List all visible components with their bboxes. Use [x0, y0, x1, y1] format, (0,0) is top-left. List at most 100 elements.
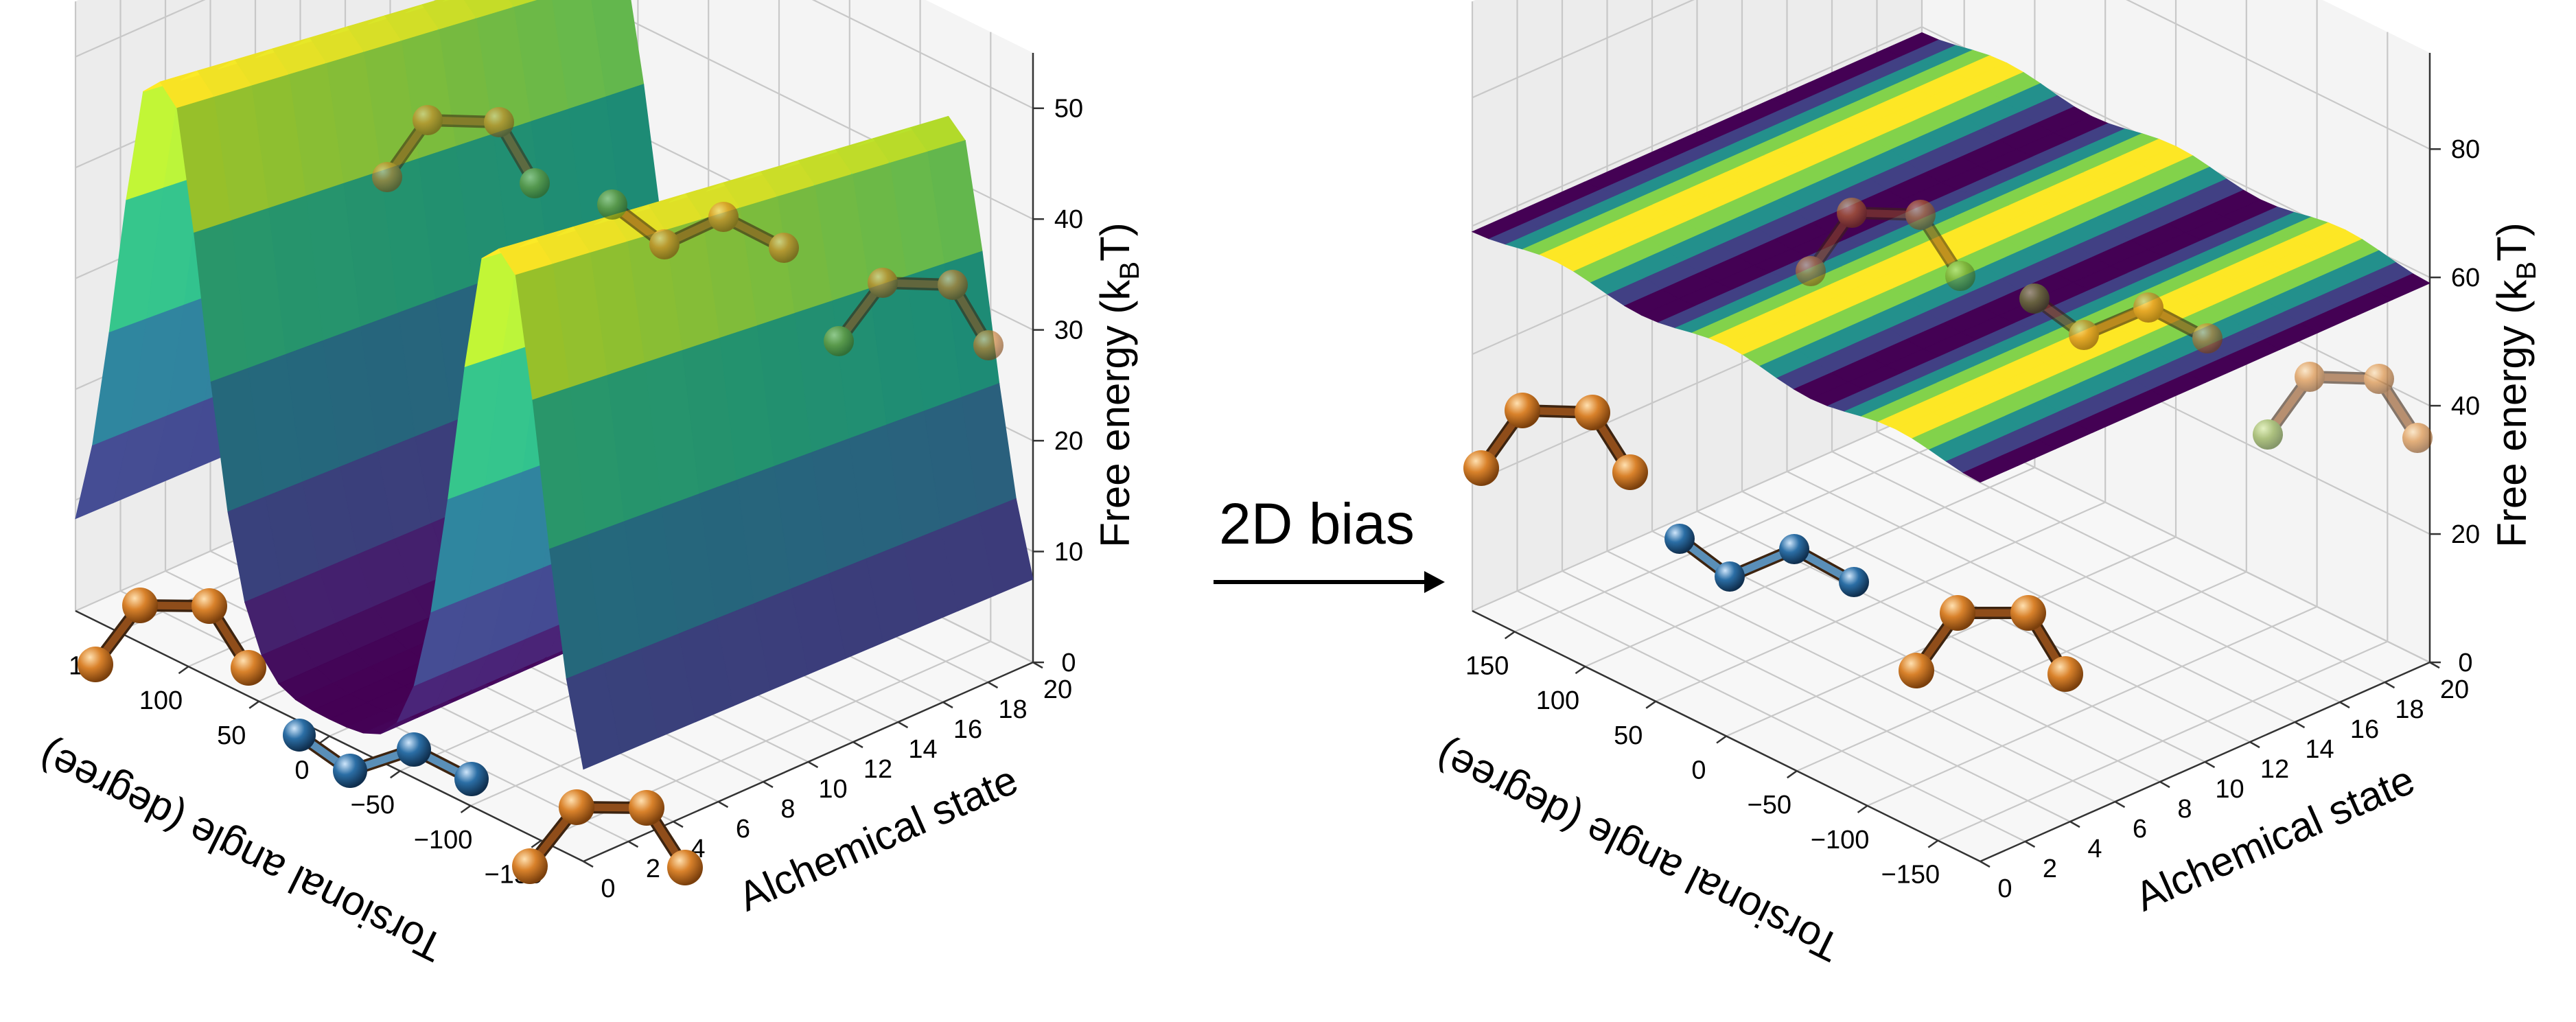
molecule-left-front-right — [512, 789, 703, 885]
z-tick-label: 40 — [2451, 392, 2480, 421]
x-tick — [1645, 700, 1656, 709]
atom-sphere-icon — [1505, 393, 1540, 428]
atom-sphere-icon — [2069, 320, 2099, 350]
z-tick-label: 20 — [2451, 520, 2480, 549]
x-tick — [248, 700, 259, 709]
y-tick-label: 10 — [818, 775, 847, 804]
z-tick-label: 20 — [1054, 427, 1083, 456]
atom-sphere-icon — [1940, 595, 1975, 631]
z-axis-label: Free energy (kBT) — [1092, 222, 1145, 547]
tick-labels: −150−100−5005010015002468101214161820010… — [69, 95, 1083, 903]
molecule-left-right-faded — [824, 268, 1003, 360]
x-axis-label: Torsional angle (degree) — [1428, 732, 1847, 971]
y-tick — [1980, 860, 1991, 868]
atom-sphere-icon — [2364, 364, 2394, 394]
molecule-right-left — [1463, 393, 1648, 490]
atom-sphere-icon — [559, 789, 594, 825]
molecule-right-right-faded — [2253, 362, 2433, 453]
atom-sphere-icon — [629, 790, 664, 826]
atom-sphere-icon — [1839, 567, 1869, 597]
y-tick — [2204, 760, 2216, 769]
atom-sphere-icon — [520, 168, 550, 198]
atom-sphere-icon — [413, 105, 443, 135]
atom-sphere-icon — [649, 229, 680, 259]
z-axis-label-main: Free energy (k — [2489, 279, 2535, 548]
atom-sphere-icon — [824, 326, 854, 356]
x-tick — [531, 839, 542, 848]
z-tick-label: 0 — [1061, 649, 1076, 677]
x-tick-label: −50 — [1748, 791, 1791, 820]
y-tick — [987, 681, 999, 689]
arrow-head-icon — [1424, 571, 1445, 593]
y-tick — [2159, 780, 2170, 789]
z-axis-label-end: T) — [2489, 222, 2535, 262]
atom-sphere-icon — [597, 189, 627, 220]
x-tick-label: 100 — [139, 686, 183, 715]
x-tick — [1716, 735, 1727, 744]
grid-z — [75, 0, 1034, 109]
x-tick — [1504, 631, 1516, 640]
x-tick — [1857, 804, 1868, 813]
surface-cell — [2374, 273, 2431, 301]
z-tick-label: 30 — [1054, 316, 1083, 345]
y-tick-label: 2 — [2043, 855, 2057, 883]
x-tick — [319, 735, 330, 744]
y-tick-label: 4 — [2087, 835, 2102, 863]
z-axis-label-main: Free energy (k — [1092, 279, 1138, 548]
molecule-left-top-faded — [372, 105, 550, 198]
atom-sphere-icon — [1612, 454, 1648, 490]
atom-sphere-icon — [868, 268, 898, 298]
molecule-right-top-faded — [1796, 198, 1975, 291]
z-axis-label-sub: B — [2511, 262, 2542, 280]
z-axis-label: Free energy (kBT) — [2489, 222, 2542, 547]
atom-sphere-icon — [769, 233, 799, 263]
y-tick — [627, 840, 639, 848]
atom-sphere-icon — [1796, 256, 1826, 286]
z-tick-label: 80 — [2451, 135, 2480, 164]
x-tick-label: −50 — [351, 791, 395, 820]
y-tick — [942, 701, 953, 709]
y-tick-label: 8 — [780, 795, 795, 824]
tick-labels: −150−100−5005010015002468101214161820020… — [1465, 135, 2480, 903]
y-tick — [673, 820, 684, 828]
atom-sphere-icon — [2133, 292, 2163, 323]
x-tick-label: 50 — [1614, 721, 1643, 750]
y-tick — [897, 721, 909, 729]
y-tick — [2249, 741, 2260, 749]
x-tick-label: −150 — [1881, 861, 1940, 890]
y-tick — [852, 741, 863, 749]
atom-sphere-icon — [283, 719, 316, 752]
x-tick-label: 100 — [1536, 686, 1579, 715]
atom-sphere-icon — [484, 107, 514, 137]
atom-sphere-icon — [2047, 656, 2083, 692]
z-tick-label: 50 — [1054, 95, 1083, 124]
atom-sphere-icon — [1715, 561, 1745, 592]
x-tick — [1927, 839, 1939, 848]
z-tick-label: 60 — [2451, 264, 2480, 292]
x-tick — [178, 666, 189, 675]
atom-sphere-icon — [708, 202, 739, 232]
molecule-left-blue-back — [597, 189, 799, 263]
molecule-right-blue-front — [1664, 524, 1869, 597]
y-tick-label: 10 — [2215, 775, 2244, 804]
y-tick-label: 2 — [646, 855, 660, 883]
atom-sphere-icon — [1463, 450, 1499, 486]
y-tick — [2339, 701, 2350, 709]
y-tick-label: 18 — [2395, 695, 2424, 724]
atom-sphere-icon — [1575, 395, 1610, 430]
atom-sphere-icon — [1945, 261, 1975, 291]
atom-sphere-icon — [2010, 595, 2046, 631]
y-tick — [2429, 661, 2440, 669]
x-tick-label: −100 — [414, 826, 473, 855]
x-tick-label: 0 — [1691, 756, 1706, 785]
y-tick — [807, 760, 819, 769]
y-tick — [1032, 661, 1043, 669]
y-tick — [717, 800, 729, 809]
energy-surface — [75, 0, 1034, 770]
surface-cell — [443, 0, 450, 2]
y-tick — [2384, 681, 2395, 689]
y-tick — [763, 780, 774, 789]
atom-sphere-icon — [122, 588, 158, 623]
atom-sphere-icon — [973, 330, 1003, 360]
